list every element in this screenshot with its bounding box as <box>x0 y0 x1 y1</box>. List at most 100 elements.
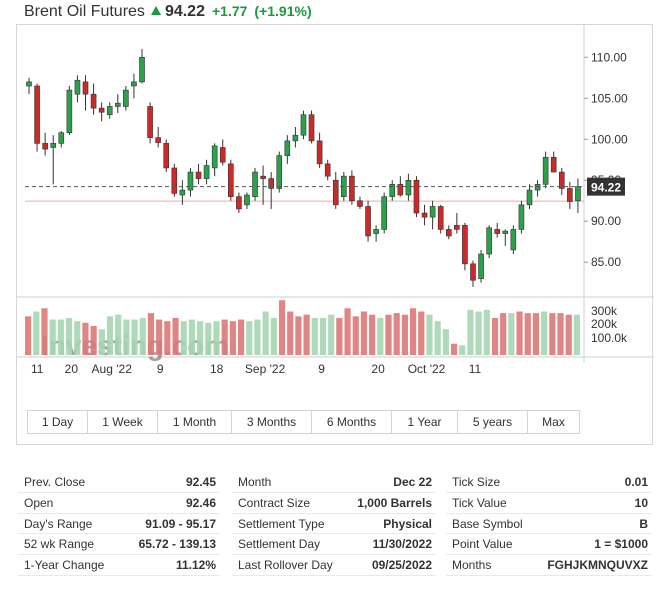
stats-column-3: Tick Size 0.01 Tick Value 10 Base Symbol B … <box>446 472 652 576</box>
period-3-months-button[interactable]: 3 Months <box>232 410 312 434</box>
candle-body <box>494 229 501 234</box>
chart-container[interactable]: 110.00105.00100.0095.0090.0085.00Investi… <box>16 24 654 445</box>
x-tick-label: 9 <box>157 362 164 376</box>
volume-bar <box>311 317 318 355</box>
period-max-button[interactable]: Max <box>528 410 580 434</box>
candle-body <box>98 107 105 113</box>
candle-body <box>316 140 323 165</box>
stat-value: 11/30/2022 <box>372 537 432 552</box>
volume-bar <box>524 313 531 355</box>
volume-bar <box>532 313 540 355</box>
volume-tick-label: 300k <box>591 304 618 318</box>
volume-bar <box>319 317 327 355</box>
stat-label: Settlement Day <box>238 537 321 552</box>
stat-label: Point Value <box>452 537 513 552</box>
candle-body <box>74 79 81 95</box>
volume-bar <box>467 309 474 355</box>
stat-row: 52 wk Range 65.72 - 139.13 <box>18 534 220 556</box>
candle-body <box>478 253 484 279</box>
price-change-percent: (+1.91%) <box>254 3 312 19</box>
candle-body <box>437 206 444 230</box>
volume-bar <box>164 321 171 355</box>
candlestick-chart[interactable]: 110.00105.00100.0095.0090.0085.00Investi… <box>17 25 654 410</box>
candle-body <box>42 143 48 150</box>
volume-bar <box>491 317 499 355</box>
x-tick-label: 20 <box>371 362 385 376</box>
volume-bar <box>147 313 155 355</box>
last-price: 94.22 <box>164 3 205 20</box>
candle-body <box>219 147 226 163</box>
volume-bar <box>385 314 392 355</box>
candle-body <box>268 178 274 189</box>
candle-body <box>542 156 549 185</box>
period-5-years-button[interactable]: 5 years <box>458 410 528 434</box>
candle-body <box>405 179 412 196</box>
candle-body <box>131 81 137 87</box>
volume-bar <box>336 317 343 355</box>
stat-row: Last Rollover Day 09/25/2022 <box>232 555 436 576</box>
candle-body <box>397 184 404 196</box>
volume-bar <box>377 317 384 355</box>
stat-value: FGHJKMNQUVXZ <box>547 558 648 573</box>
volume-bar <box>360 311 368 355</box>
stat-label: Last Rollover Day <box>238 558 333 573</box>
volume-bar <box>229 321 236 355</box>
stat-row: 1-Year Change 11.12% <box>18 555 220 576</box>
volume-bar <box>393 313 400 355</box>
candle-body <box>510 229 517 251</box>
stat-label: Month <box>238 475 272 489</box>
candle-body <box>147 106 153 138</box>
candle-body <box>139 56 145 83</box>
y-tick-label: 90.00 <box>591 214 621 228</box>
volume-bar <box>254 319 261 355</box>
candle-body <box>454 225 460 230</box>
stat-value: 11.12% <box>175 558 216 573</box>
candle-body <box>276 155 283 189</box>
volume-bar <box>25 316 32 355</box>
volume-bar <box>213 321 220 355</box>
x-tick-label: 18 <box>210 362 224 376</box>
stat-row: Settlement Day 11/30/2022 <box>232 534 436 556</box>
price-change: +1.77 <box>211 3 248 19</box>
stat-label: Open <box>24 495 54 510</box>
candle-body <box>195 171 202 179</box>
period-1-day-button[interactable]: 1 Day <box>27 410 88 434</box>
period-1-week-button[interactable]: 1 Week <box>88 410 158 434</box>
candle-body <box>34 85 40 144</box>
x-tick-label: Aug '22 <box>92 362 133 376</box>
stat-row: Contract Size 1,000 Barrels <box>232 493 436 514</box>
volume-bar <box>352 316 359 355</box>
volume-bar <box>401 314 408 355</box>
volume-bar <box>278 300 286 355</box>
candle-body <box>66 89 73 134</box>
candle-body <box>292 134 299 142</box>
candle-body <box>575 186 581 202</box>
volume-bar <box>197 321 204 355</box>
period-6-months-button[interactable]: 6 Months <box>312 410 392 434</box>
candle-body <box>228 163 234 197</box>
x-tick-label: Sep '22 <box>245 362 286 376</box>
volume-bar <box>115 314 122 355</box>
candle-body <box>470 263 476 281</box>
volume-bar <box>57 319 64 355</box>
volume-bar <box>123 319 130 355</box>
candle-body <box>349 175 355 202</box>
volume-bar <box>344 308 351 355</box>
candle-body <box>550 156 557 173</box>
candle-body <box>236 196 242 210</box>
y-tick-label: 100.00 <box>591 132 628 146</box>
volume-bar <box>565 314 572 355</box>
stat-value: 1,000 Barrels <box>357 495 432 510</box>
volume-bar <box>33 311 40 355</box>
volume-bar <box>172 317 179 355</box>
volume-bar <box>500 313 507 355</box>
volume-bar <box>131 319 138 355</box>
volume-bar <box>221 319 228 355</box>
volume-bar <box>426 314 433 355</box>
volume-bar <box>65 317 73 355</box>
period-1-year-button[interactable]: 1 Year <box>392 410 458 434</box>
stat-label: 52 wk Range <box>24 537 95 552</box>
period-1-month-button[interactable]: 1 Month <box>158 410 232 434</box>
stat-value: 1 = $1000 <box>594 537 648 552</box>
x-tick-label: 20 <box>65 362 79 376</box>
